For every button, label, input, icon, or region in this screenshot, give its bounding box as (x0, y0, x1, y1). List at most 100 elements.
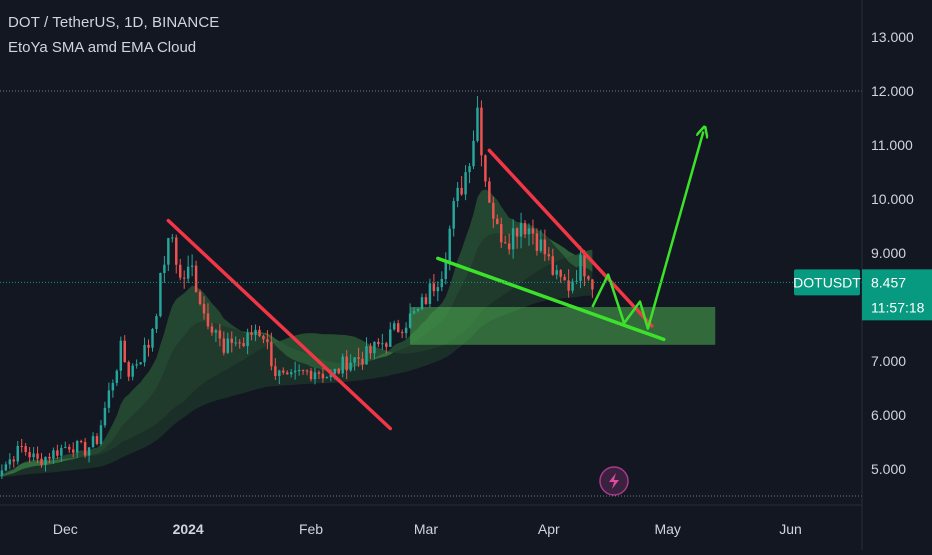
lightning-icon[interactable] (599, 466, 629, 496)
candle (186, 255, 190, 284)
candle-body (214, 330, 218, 333)
support-line[interactable] (436, 256, 666, 342)
candle-body (56, 450, 59, 456)
candle (123, 335, 126, 363)
candle (361, 351, 364, 370)
candle-body (583, 254, 586, 277)
candle (79, 439, 83, 444)
candle (452, 197, 455, 237)
candle (0, 464, 4, 479)
demand-zone (410, 307, 716, 345)
candle-body (496, 218, 499, 225)
candle (171, 234, 174, 243)
candle (400, 329, 404, 339)
candle-body (254, 329, 257, 335)
candle (325, 376, 329, 379)
candle (531, 219, 535, 245)
candle (503, 235, 507, 244)
resistance-line-1[interactable] (166, 218, 393, 431)
symbol-tag[interactable]: DOTUSDT (793, 269, 861, 296)
candle-body (377, 341, 380, 345)
candle-body (313, 372, 317, 380)
projection-arrow[interactable] (591, 132, 703, 330)
candle (393, 320, 396, 331)
candle-body (135, 364, 138, 366)
symbol-title[interactable]: DOT / TetherUS, 1D, BINANCE (8, 14, 220, 31)
candle (270, 332, 273, 371)
candle-body (16, 446, 19, 462)
y-tick-label: 7.000 (871, 353, 906, 369)
candle-body (0, 470, 4, 476)
candle-body (531, 228, 535, 234)
candle (4, 461, 8, 472)
candle-body (12, 459, 16, 462)
candle (119, 336, 123, 380)
symbol-tag-label: DOTUSDT (793, 274, 861, 290)
candle-body (36, 453, 39, 459)
candle-body (282, 370, 285, 373)
candle (143, 337, 146, 367)
candle-body (555, 270, 558, 275)
candle-body (389, 329, 392, 347)
candle-body (456, 187, 459, 202)
candle-body (575, 280, 578, 282)
candle (488, 177, 491, 203)
candle (432, 274, 436, 297)
candle-body (20, 446, 23, 448)
candle (24, 443, 27, 456)
symbol-tag-bg (794, 269, 860, 296)
candle (95, 433, 99, 446)
candle-body (182, 277, 186, 279)
candle (555, 264, 558, 280)
candle-body (270, 341, 273, 367)
candle (317, 370, 321, 380)
candle-body (357, 357, 360, 359)
candle (365, 337, 368, 365)
candle (40, 452, 43, 468)
candle-body (40, 458, 43, 465)
candle (167, 237, 170, 272)
indicator-name[interactable]: EtoYa SMA amd EMA Cloud (8, 39, 197, 56)
candle-body (591, 279, 594, 290)
candle (420, 293, 424, 311)
candle-body (507, 243, 511, 250)
candle (591, 279, 594, 298)
candle (476, 96, 479, 143)
candle (377, 338, 380, 348)
candle-body (452, 201, 455, 229)
candle-body (559, 270, 562, 277)
y-tick-label: 12.000 (871, 83, 914, 99)
candle (242, 337, 245, 348)
candle (309, 367, 313, 382)
candle (258, 325, 261, 337)
candle (412, 307, 416, 315)
resistance-line-2[interactable] (487, 148, 654, 328)
candle (36, 446, 39, 464)
candle (507, 233, 511, 255)
candle (250, 325, 253, 341)
candle-body (460, 187, 463, 195)
candle-body (175, 237, 178, 265)
candle (286, 370, 289, 375)
candle-body (171, 237, 174, 239)
candle-body (444, 261, 447, 280)
candle (341, 353, 344, 378)
candle (567, 269, 570, 298)
price-tag[interactable]: 8.457 11:57:18 (862, 269, 932, 321)
candle (293, 361, 297, 380)
candle (404, 322, 408, 339)
candle-body (194, 265, 198, 292)
candle (75, 439, 79, 458)
candle-body (408, 313, 412, 328)
candle-body (301, 369, 305, 371)
candle-body (159, 272, 162, 317)
candle-body (230, 338, 233, 343)
candle (472, 130, 475, 170)
candle (230, 331, 233, 353)
candle (460, 175, 463, 196)
candle (127, 360, 130, 382)
candle-body (349, 362, 352, 371)
candle-body (242, 343, 245, 347)
